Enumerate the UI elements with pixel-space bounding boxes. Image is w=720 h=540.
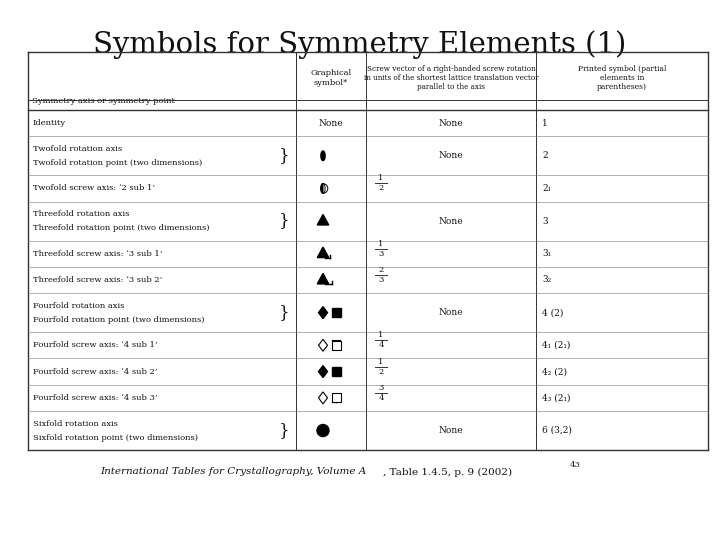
Polygon shape xyxy=(332,367,341,376)
Text: None: None xyxy=(438,119,463,127)
Text: 1: 1 xyxy=(378,174,384,183)
Text: 2: 2 xyxy=(379,185,384,192)
Text: 4₁ (2₁): 4₁ (2₁) xyxy=(542,341,570,350)
Text: 2: 2 xyxy=(542,151,548,160)
Text: 1: 1 xyxy=(378,357,384,366)
Text: 3: 3 xyxy=(378,384,384,392)
Text: }: } xyxy=(279,147,289,164)
Text: Threefold rotation axis: Threefold rotation axis xyxy=(33,210,130,218)
Text: 1: 1 xyxy=(378,240,384,248)
Text: None: None xyxy=(438,151,463,160)
Polygon shape xyxy=(318,339,328,352)
Text: Fourfold screw axis: ‘4 sub 2’: Fourfold screw axis: ‘4 sub 2’ xyxy=(33,368,158,376)
Text: Fourfold rotation axis: Fourfold rotation axis xyxy=(33,302,125,309)
Polygon shape xyxy=(332,308,341,317)
Text: Threefold screw axis: ‘3 sub 1’: Threefold screw axis: ‘3 sub 1’ xyxy=(33,249,163,258)
Text: , Table 1.4.5, p. 9 (2002): , Table 1.4.5, p. 9 (2002) xyxy=(383,468,512,477)
Polygon shape xyxy=(318,392,328,404)
Text: 4 (2): 4 (2) xyxy=(542,308,563,317)
Ellipse shape xyxy=(321,151,325,160)
Text: 3: 3 xyxy=(378,249,384,258)
Text: None: None xyxy=(438,217,463,226)
Text: 2: 2 xyxy=(379,266,384,274)
Text: Fourfold rotation point (two dimensions): Fourfold rotation point (two dimensions) xyxy=(33,316,204,323)
Text: }: } xyxy=(279,213,289,230)
Polygon shape xyxy=(318,247,329,258)
Text: Symbols for Symmetry Elements (1): Symbols for Symmetry Elements (1) xyxy=(94,30,626,59)
Text: 4₃ (2₁): 4₃ (2₁) xyxy=(542,393,570,402)
Text: Twofold rotation point (two dimensions): Twofold rotation point (two dimensions) xyxy=(33,159,202,167)
Text: 3: 3 xyxy=(542,217,548,226)
Text: 2₁: 2₁ xyxy=(542,184,551,193)
Text: Fourfold screw axis: ‘4 sub 3’: Fourfold screw axis: ‘4 sub 3’ xyxy=(33,394,158,402)
Text: 43: 43 xyxy=(570,461,581,469)
Text: }: } xyxy=(279,304,289,321)
Text: Fourfold screw axis: ‘4 sub 1’: Fourfold screw axis: ‘4 sub 1’ xyxy=(33,341,158,349)
Text: Symmetry axis or symmetry point: Symmetry axis or symmetry point xyxy=(32,97,175,105)
Text: 4: 4 xyxy=(378,394,384,402)
Polygon shape xyxy=(318,214,329,225)
Text: Sixfold rotation axis: Sixfold rotation axis xyxy=(33,420,118,428)
Text: 4: 4 xyxy=(378,341,384,349)
Text: 3: 3 xyxy=(378,276,384,284)
Polygon shape xyxy=(318,366,328,377)
Text: 1: 1 xyxy=(378,331,384,339)
Polygon shape xyxy=(318,307,328,319)
Text: 1: 1 xyxy=(542,119,548,127)
Polygon shape xyxy=(332,341,341,350)
Text: None: None xyxy=(438,426,463,435)
Text: Printed symbol (partial
elements in
parentheses): Printed symbol (partial elements in pare… xyxy=(578,65,666,91)
Polygon shape xyxy=(332,393,341,402)
Text: 3₂: 3₂ xyxy=(542,275,552,285)
Text: None: None xyxy=(319,119,343,127)
Text: Identity: Identity xyxy=(33,119,66,127)
Text: Threefold screw axis: ‘3 sub 2’: Threefold screw axis: ‘3 sub 2’ xyxy=(33,276,162,284)
Ellipse shape xyxy=(321,184,325,193)
Text: Sixfold rotation point (two dimensions): Sixfold rotation point (two dimensions) xyxy=(33,434,198,442)
Circle shape xyxy=(317,424,329,436)
Polygon shape xyxy=(318,273,329,284)
Text: International Tables for Crystallography, Volume A: International Tables for Crystallography… xyxy=(100,468,366,476)
Text: Twofold screw axis: ‘2 sub 1’: Twofold screw axis: ‘2 sub 1’ xyxy=(33,185,155,192)
Wedge shape xyxy=(323,184,328,193)
Text: Twofold rotation axis: Twofold rotation axis xyxy=(33,145,122,153)
Text: Graphical
symbol*: Graphical symbol* xyxy=(310,70,351,86)
Text: None: None xyxy=(438,308,463,317)
Text: Threefold rotation point (two dimensions): Threefold rotation point (two dimensions… xyxy=(33,224,210,232)
Text: 3₁: 3₁ xyxy=(542,249,551,258)
Text: Screw vector of a right-handed screw rotation
in units of the shortest lattice t: Screw vector of a right-handed screw rot… xyxy=(364,65,539,91)
Text: }: } xyxy=(279,422,289,439)
Text: 6 (3,2): 6 (3,2) xyxy=(542,426,572,435)
Text: 2: 2 xyxy=(379,368,384,376)
Text: 4₂ (2): 4₂ (2) xyxy=(542,367,567,376)
